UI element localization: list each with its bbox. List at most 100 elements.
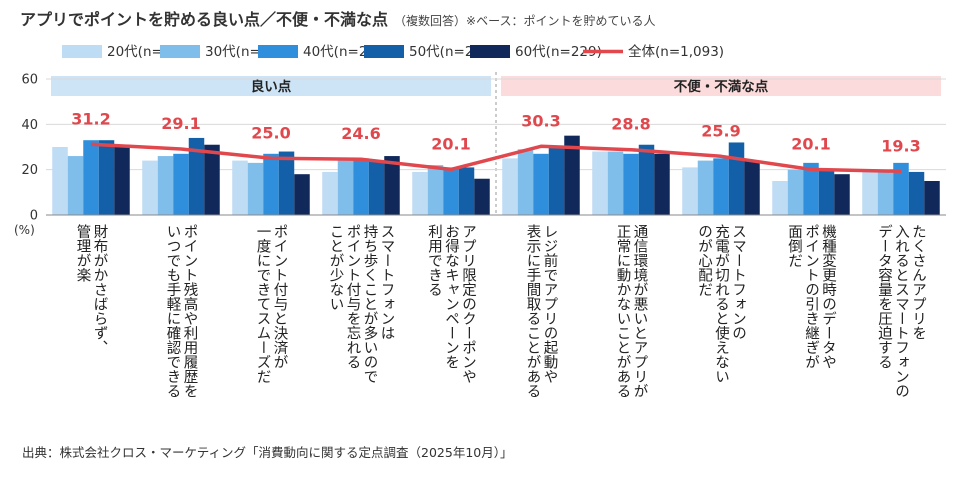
- legend-label: 60代(n=229): [515, 44, 602, 60]
- bar: [877, 169, 894, 215]
- bar: [564, 135, 580, 215]
- bar: [247, 162, 264, 215]
- bar: [834, 174, 850, 215]
- total-line-group: 31.2 29.1 25.0 24.6 20.1 30.3 28.8 25.9 20.1 19.3: [71, 109, 921, 174]
- category-label: 利用できる: [426, 224, 442, 297]
- bar: [728, 142, 745, 215]
- bar: [924, 181, 940, 215]
- legend-swatch: [470, 45, 510, 58]
- bar: [458, 167, 475, 215]
- y-axis-unit: (%): [14, 223, 35, 237]
- category-label: データ容量を圧迫する: [876, 224, 892, 370]
- bar: [322, 171, 338, 215]
- category-label: 充電が切れると使えない: [713, 224, 729, 384]
- bar: [502, 158, 518, 215]
- bar: [533, 153, 549, 215]
- category-label: たくさんアプリを: [910, 224, 926, 340]
- category-label: ポイントの引き継ぎが: [803, 224, 819, 370]
- category-label: 一度にできてスムーズだ: [255, 224, 271, 384]
- category-label: いつでも手軽に確認できる: [165, 224, 181, 398]
- category-label: ポイント付与と決済が: [272, 224, 288, 370]
- source-note: 出典：株式会社クロス・マーケティング「消費動向に関する定点調査（2025年10月…: [22, 445, 513, 460]
- total-value-label: 20.1: [431, 134, 470, 153]
- total-value-label: 30.3: [521, 111, 560, 130]
- bar: [232, 160, 248, 215]
- bar: [67, 156, 84, 215]
- bar: [294, 174, 310, 215]
- bar: [818, 169, 835, 215]
- total-value-label: 29.1: [161, 114, 200, 133]
- bar: [697, 160, 714, 215]
- bar: [787, 169, 804, 215]
- category-label: 正常に動かないことがある: [615, 224, 631, 398]
- bar: [204, 144, 220, 215]
- bar: [548, 147, 565, 215]
- bar: [83, 140, 99, 215]
- y-tick-label: 20: [21, 163, 38, 178]
- category-label: 持ち歩くことが多いので: [362, 224, 378, 384]
- bar: [607, 151, 624, 215]
- legend-swatch: [258, 45, 298, 58]
- y-tick-label: 0: [30, 209, 38, 224]
- y-tick-label: 40: [21, 118, 38, 133]
- bar: [142, 160, 158, 215]
- title-row: アプリでポイントを貯める良い点／不便・不満な点 （複数回答）※ベース：ポイントを貯…: [20, 6, 655, 30]
- bar: [682, 167, 698, 215]
- bar: [638, 144, 655, 215]
- legend-swatch: [364, 45, 404, 58]
- bar: [713, 158, 729, 215]
- bar: [862, 171, 878, 215]
- total-value-label: 20.1: [791, 134, 830, 153]
- category-label: レジ前でアプリの起動や: [542, 224, 558, 384]
- chart-title: アプリでポイントを貯める良い点／不便・不満な点: [20, 10, 389, 29]
- bar: [98, 140, 115, 215]
- category-label: アプリ限定のクーポンや: [460, 224, 476, 384]
- bar: [353, 158, 369, 215]
- section-band: [501, 76, 941, 96]
- category-label: お得なキャンペーンを: [443, 224, 459, 370]
- bar: [278, 151, 295, 215]
- bar: [337, 160, 354, 215]
- legend-swatch: [160, 45, 200, 58]
- bar: [623, 153, 639, 215]
- section-band: [51, 76, 491, 96]
- category-label: ポイント残高や利用履歴を: [182, 224, 198, 399]
- total-value-label: 31.2: [71, 109, 110, 128]
- bar: [592, 151, 608, 215]
- category-label: 機種変更時のデータや: [820, 224, 836, 370]
- category-label: スマートフォンの: [730, 224, 746, 340]
- total-value-label: 25.0: [251, 123, 290, 142]
- bar: [188, 137, 205, 215]
- section-label: 良い点: [251, 78, 292, 95]
- bar: [772, 181, 788, 215]
- legend-swatch: [62, 45, 102, 58]
- category-label: スマートフォンは: [379, 224, 395, 340]
- chart-subtitle: （複数回答）※ベース：ポイントを貯めている人: [394, 14, 656, 28]
- section-label: 不便・不満な点: [674, 78, 769, 95]
- category-label: 面倒だ: [786, 224, 802, 268]
- bar: [908, 171, 925, 215]
- category-label: のが心配だ: [696, 224, 712, 297]
- bar: [384, 156, 400, 215]
- category-label: 財布がかさばらず、: [92, 224, 108, 355]
- bar: [443, 167, 459, 215]
- y-tick-label: 60: [21, 73, 38, 88]
- section-headers: 良い点 不便・不満な点: [51, 72, 941, 215]
- bar: [893, 162, 909, 215]
- legend-label: 全体(n=1,093): [628, 43, 724, 60]
- category-label: ことが少ない: [328, 224, 344, 311]
- total-value-label: 19.3: [881, 136, 920, 155]
- bar: [114, 147, 130, 215]
- bar: [744, 160, 760, 215]
- category-label: 通信環境が悪いとアプリが: [632, 224, 648, 399]
- category-label: 管理が楽: [75, 224, 91, 283]
- total-line: [90, 142, 902, 174]
- bar: [157, 156, 174, 215]
- bar: [474, 178, 490, 215]
- bar: [263, 153, 279, 215]
- bar: [368, 160, 385, 215]
- category-label: 表示に手間取ることがある: [525, 224, 541, 399]
- bar: [173, 153, 189, 215]
